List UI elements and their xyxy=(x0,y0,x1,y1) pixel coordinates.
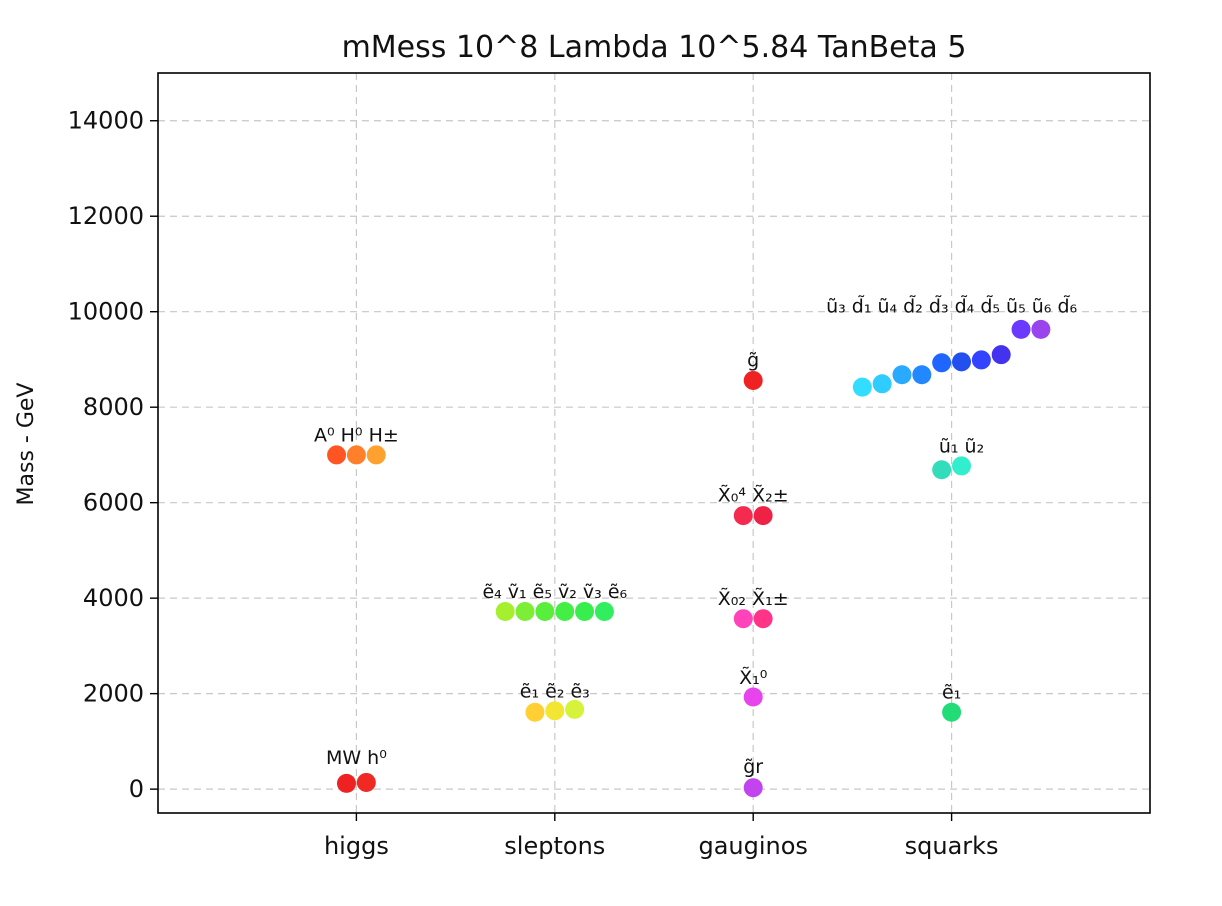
particle-label-sleptons: ẽ₄ ṽ₁ ẽ₅ ṽ₂ ṽ₃ ẽ₆ xyxy=(482,581,627,603)
data-point-gauginos xyxy=(753,506,773,526)
plot-frame xyxy=(157,72,1151,814)
data-point-squarks xyxy=(852,377,872,397)
y-tick-label: 12000 xyxy=(68,202,144,230)
data-point-squarks xyxy=(872,374,892,394)
data-point-sleptons xyxy=(565,699,585,719)
y-tick-label: 2000 xyxy=(83,680,144,708)
x-tick-label-higgs: higgs xyxy=(324,832,389,860)
data-point-squarks xyxy=(1031,319,1051,339)
data-point-sleptons xyxy=(495,602,515,622)
y-axis-ticks: 0 2000 4000 6000 8000 10000 12000 14000 xyxy=(68,107,158,803)
particle-label-sleptons: ẽ₁ ẽ₂ ẽ₃ xyxy=(520,680,590,702)
data-point-sleptons xyxy=(555,602,575,622)
data-point-sleptons xyxy=(545,701,565,721)
data-point-squarks xyxy=(942,702,962,722)
chart-title: mMess 10^8 Lambda 10^5.84 TanBeta 5 xyxy=(342,30,967,65)
y-tick-label: 4000 xyxy=(83,584,144,612)
y-tick-label: 0 xyxy=(129,775,144,803)
data-point-gauginos xyxy=(743,687,763,707)
grid-lines xyxy=(158,73,1150,813)
x-tick-label-sleptons: sleptons xyxy=(504,832,605,860)
x-axis-ticks: higgs sleptons gauginos squarks xyxy=(324,813,999,860)
data-point-squarks xyxy=(991,345,1011,365)
data-point-gauginos xyxy=(733,609,753,629)
y-tick-label: 6000 xyxy=(83,489,144,517)
particle-label-gauginos: X̃₀⁴ X̃₂± xyxy=(718,484,789,506)
particle-label-higgs: A⁰ H⁰ H± xyxy=(314,425,399,447)
data-point-sleptons xyxy=(575,602,595,622)
y-axis-label: Mass - GeV xyxy=(14,383,39,506)
particle-label-squarks: ũ₃ d̃₁ ũ₄ d̃₂ d̃₃ d̃₄ d̃₅ ũ₅ ũ₆ d̃₆ xyxy=(826,295,1077,317)
data-point-higgs xyxy=(327,445,347,465)
data-point-higgs xyxy=(366,445,386,465)
point-labels: A⁰ H⁰ H± MW h⁰ ẽ₄ ṽ₁ ẽ₅ ṽ₂ ṽ₃ ẽ₆ ẽ₁ ẽ₂ ẽ₃ g̃… xyxy=(314,295,1077,778)
particle-label-gauginos: X̃₀₂ X̃₁± xyxy=(718,587,789,609)
y-tick-label: 10000 xyxy=(68,298,144,326)
data-point-squarks xyxy=(932,460,952,480)
data-point-higgs xyxy=(336,773,356,793)
data-point-squarks xyxy=(932,353,952,373)
particle-label-gauginos: X̃₁⁰ xyxy=(739,667,767,689)
data-point-squarks xyxy=(892,365,912,385)
data-point-higgs xyxy=(346,445,366,465)
data-points xyxy=(327,319,1051,798)
data-point-sleptons xyxy=(515,602,535,622)
data-point-sleptons xyxy=(594,602,614,622)
data-point-squarks xyxy=(952,352,972,372)
y-tick-label: 8000 xyxy=(83,393,144,421)
particle-label-squarks: ẽ₁ xyxy=(942,681,961,703)
data-point-squarks xyxy=(1011,319,1031,339)
x-tick-label-gauginos: gauginos xyxy=(698,832,807,860)
data-point-squarks xyxy=(912,365,932,385)
data-point-gauginos xyxy=(743,370,763,390)
data-point-gauginos xyxy=(753,609,773,629)
particle-label-gauginos: g̃r xyxy=(743,756,763,778)
data-point-squarks xyxy=(971,350,991,370)
data-point-sleptons xyxy=(535,602,555,622)
data-point-squarks xyxy=(952,456,972,476)
x-tick-label-squarks: squarks xyxy=(905,832,999,860)
particle-label-gauginos: g̃ xyxy=(747,350,759,372)
particle-label-higgs: MW h⁰ xyxy=(326,747,387,769)
particle-label-squarks: ũ₁ ũ₂ xyxy=(939,436,984,458)
data-point-gauginos xyxy=(733,506,753,526)
data-point-gauginos xyxy=(743,778,763,798)
data-point-higgs xyxy=(356,772,376,792)
y-tick-label: 14000 xyxy=(68,107,144,135)
data-point-sleptons xyxy=(525,702,545,722)
